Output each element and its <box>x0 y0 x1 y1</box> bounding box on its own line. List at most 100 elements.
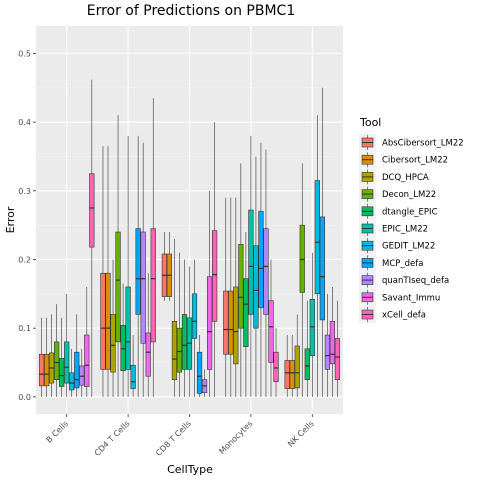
y-tick-label: 0.5 <box>18 49 31 58</box>
box-GEDIT_LM22-0 <box>69 348 75 397</box>
box-body <box>196 351 203 394</box>
legend-item-quanTIseq_defa: quanTIseq_defa <box>359 271 449 289</box>
box-Savant_Immu-0 <box>84 286 90 397</box>
box-EPIC_LM22-4 <box>309 252 315 397</box>
box-body <box>233 286 239 365</box>
box-Savant_Immu-2 <box>206 190 213 397</box>
legend-label: AbsCibersort_LM22 <box>382 139 464 149</box>
box-body <box>69 372 75 391</box>
y-axis: 0.0 0.1 0.2 0.3 0.4 0.5 <box>18 49 36 402</box>
box-Cibersort_LM22-2 <box>166 232 173 301</box>
box-quanTIseq_defa-1 <box>140 142 146 397</box>
x-tick-label: B Cells <box>45 419 71 445</box>
x-tick-label: CD4 T Cells <box>93 419 132 458</box>
box-DCQ_HPCA-1 <box>110 259 116 397</box>
box-Cibersort_LM22-3 <box>228 197 234 397</box>
box-body <box>135 228 141 315</box>
box-body <box>89 173 95 248</box>
box-body <box>223 290 229 355</box>
box-body <box>59 358 65 387</box>
box-xCell_defa-2 <box>212 122 218 397</box>
box-body <box>258 211 264 308</box>
box-AbsCibersort_LM22-2 <box>161 232 167 301</box>
legend-label: dtangle_EPIC <box>382 207 438 217</box>
y-tick-label: 0.3 <box>18 187 31 196</box>
box-body <box>79 365 85 386</box>
box-body <box>110 314 116 373</box>
box-body <box>289 360 295 389</box>
box-EPIC_LM22-2 <box>186 266 193 397</box>
box-xCell_defa-1 <box>150 98 156 397</box>
box-body <box>304 348 310 380</box>
box-body <box>329 320 336 365</box>
box-AbsCibersort_LM22-4 <box>284 335 290 397</box>
box-Decon_LM22-4 <box>299 163 305 397</box>
legend-item-xCell_defa: xCell_defa <box>359 306 426 323</box>
box-body <box>140 231 146 344</box>
box-GEDIT_LM22-2 <box>191 259 198 397</box>
box-quanTIseq_defa-4 <box>324 293 330 397</box>
box-body <box>43 353 50 387</box>
legend-label: DCQ_HPCA <box>382 173 429 183</box>
legend-label: EPIC_LM22 <box>382 225 428 235</box>
box-body <box>334 338 341 380</box>
legend-item-EPIC_LM22: EPIC_LM22 <box>359 220 428 237</box>
legend-item-GEDIT_LM22: GEDIT_LM22 <box>359 237 435 255</box>
legend-item-dtangle_EPIC: dtangle_EPIC <box>359 202 438 220</box>
legend-label: xCell_defa <box>382 311 426 321</box>
y-tick-label: 0.0 <box>18 393 31 402</box>
box-body <box>145 332 151 377</box>
box-body <box>273 351 279 383</box>
box-DCQ_HPCA-0 <box>49 314 55 397</box>
box-body <box>212 230 218 322</box>
box-quanTIseq_defa-3 <box>263 149 269 397</box>
box-MCP_defa-0 <box>74 314 80 397</box>
box-Savant_Immu-3 <box>268 259 274 397</box>
legend-item-DCQ_HPCA: DCQ_HPCA <box>359 168 429 186</box>
box-body <box>191 293 198 339</box>
box-EPIC_LM22-0 <box>64 293 70 397</box>
y-tick-label: 0.2 <box>18 255 31 264</box>
legend-item-Savant_Immu: Savant_Immu <box>359 288 440 306</box>
box-body <box>248 209 254 315</box>
box-GEDIT_LM22-4 <box>314 115 320 397</box>
legend-label: Cibersort_LM22 <box>382 156 448 166</box>
box-Savant_Immu-4 <box>329 286 336 397</box>
box-body <box>115 231 121 343</box>
chart-title: Error of Predictions on PBMC1 <box>87 3 296 19</box>
box-body <box>125 286 131 370</box>
box-body <box>263 228 269 315</box>
x-axis: B Cells CD4 T Cells CD8 T Cells Monocytes NK… <box>45 414 316 458</box>
box-body <box>228 290 234 355</box>
box-body <box>171 320 178 380</box>
box-body <box>105 272 111 370</box>
x-tick-label: CD8 T Cells <box>154 419 193 458</box>
box-Cibersort_LM22-4 <box>289 335 295 397</box>
legend-label: GEDIT_LM22 <box>382 242 435 252</box>
box-Cibersort_LM22-1 <box>105 146 111 397</box>
box-body <box>309 299 315 356</box>
legend-label: Decon_LM22 <box>382 190 436 200</box>
box-body <box>150 228 156 343</box>
box-AbsCibersort_LM22-0 <box>38 317 45 397</box>
box-body <box>268 300 274 363</box>
box-body <box>319 216 325 321</box>
box-xCell_defa-0 <box>89 79 95 397</box>
box-body <box>324 334 330 370</box>
x-tick-label: NK Cells <box>286 419 316 449</box>
box-body <box>54 341 60 380</box>
box-body <box>84 334 90 387</box>
box-quanTIseq_defa-0 <box>79 348 85 397</box>
x-axis-title: CellType <box>167 463 213 476</box>
box-EPIC_LM22-1 <box>125 135 131 397</box>
box-DCQ_HPCA-4 <box>294 314 300 397</box>
box-MCP_defa-3 <box>258 142 264 397</box>
box-GEDIT_LM22-3 <box>253 156 259 397</box>
box-MCP_defa-2 <box>196 335 203 397</box>
box-body <box>100 272 106 370</box>
box-xCell_defa-4 <box>334 300 341 397</box>
box-dtangle_EPIC-2 <box>181 259 188 397</box>
box-body <box>181 314 188 370</box>
legend-label: MCP_defa <box>382 259 423 269</box>
